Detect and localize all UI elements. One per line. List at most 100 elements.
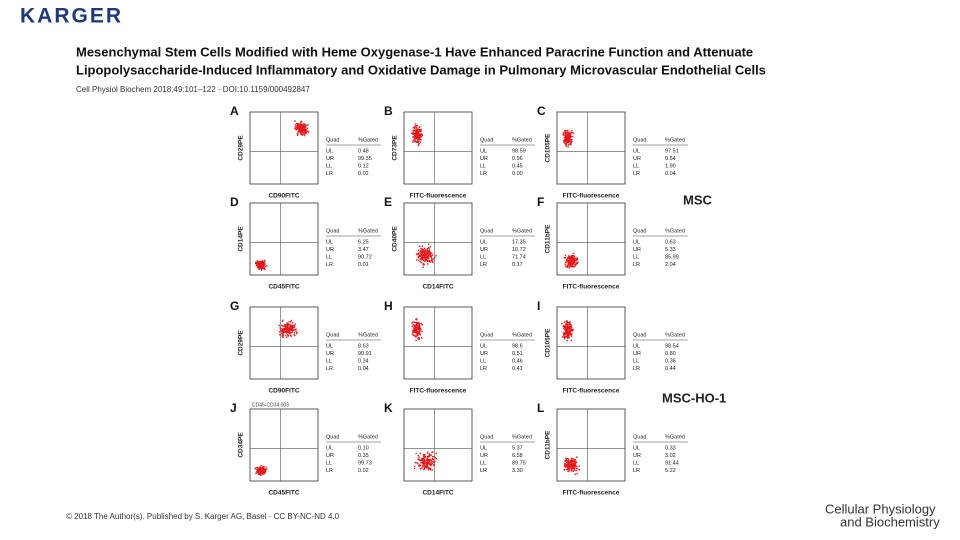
cell-dot [418, 140, 420, 142]
cell-dot [563, 140, 565, 142]
cell-dot [431, 463, 434, 465]
cell-dot [297, 130, 300, 132]
cell-dot [427, 243, 430, 246]
cell-dot [263, 473, 265, 475]
cell-dot [258, 263, 260, 266]
cell-dot [426, 464, 428, 466]
cell-dot [568, 465, 570, 467]
cell-dot [291, 326, 294, 329]
cell-dot [429, 463, 431, 465]
cell-dot [425, 463, 427, 465]
cell-dot [259, 267, 262, 270]
panel-letter: H [384, 299, 393, 313]
cell-dot [290, 332, 292, 334]
cell-dot [566, 259, 568, 261]
cell-dot [575, 257, 577, 259]
cell-dot [419, 327, 421, 330]
quad-value: 3.02 [665, 453, 676, 459]
cell-dot [571, 328, 573, 331]
cell-dot [570, 324, 573, 326]
cell-dot [417, 131, 420, 134]
cell-dot [422, 252, 425, 254]
cell-dot [305, 125, 307, 127]
cell-dot [568, 467, 570, 470]
cell-dot [564, 142, 566, 145]
cell-dot [430, 256, 433, 259]
quad-value: 85.99 [665, 254, 679, 260]
cell-dot [570, 265, 572, 267]
cell-dot [430, 464, 432, 466]
cell-dot [301, 127, 303, 129]
cell-dot [423, 249, 425, 252]
cell-dot [420, 252, 422, 255]
cell-dot [563, 257, 565, 259]
quad-value: 98.6 [512, 343, 523, 349]
cell-dot [415, 125, 417, 127]
cell-dot [430, 459, 432, 461]
plot-frame [249, 306, 319, 380]
cell-dot [422, 460, 424, 462]
cell-dot [285, 336, 288, 339]
cell-dot [572, 256, 575, 259]
quad-value: 0.17 [512, 262, 523, 268]
cell-dot [417, 321, 419, 324]
cell-dot [281, 333, 283, 335]
cell-dot [427, 469, 429, 471]
quad-value: 0.02 [358, 468, 369, 474]
cell-dot [424, 453, 426, 456]
cell-dot [571, 138, 573, 141]
cell-dot [290, 319, 293, 322]
cell-dot [288, 321, 290, 323]
cell-dot [419, 330, 421, 333]
quad-value: 0.02 [358, 171, 369, 177]
cell-dot [413, 140, 416, 143]
cell-dot [423, 458, 426, 461]
cell-dot [282, 330, 285, 332]
quad-name: UR [480, 247, 488, 253]
cell-dot [278, 324, 280, 327]
cell-dot [289, 325, 292, 327]
cell-dot [572, 464, 574, 467]
cell-dot [280, 330, 283, 332]
cell-dot [303, 134, 306, 137]
cell-dot [571, 264, 574, 267]
cell-dot [302, 125, 304, 127]
cell-dot [258, 268, 260, 271]
quad-header: %Gated [665, 137, 685, 143]
cell-dot [302, 132, 304, 134]
cell-dot [568, 322, 570, 324]
cell-dot [566, 138, 569, 140]
cell-dot [562, 333, 565, 335]
quad-value: 8.63 [358, 343, 369, 349]
cell-dot [564, 460, 566, 463]
cell-dot [295, 328, 297, 330]
cell-dot [256, 468, 259, 471]
x-axis-label: FITC-fluorescence [563, 284, 620, 291]
cell-dot [417, 337, 419, 340]
quad-name: LL [326, 254, 332, 260]
cell-dot [570, 260, 573, 263]
quad-name: UR [326, 247, 334, 253]
cell-dot [563, 141, 565, 143]
cell-dot [431, 451, 433, 454]
cell-dot [306, 124, 308, 127]
cell-dot [304, 132, 306, 134]
cell-dot [566, 320, 568, 322]
cell-dot [420, 467, 423, 469]
quad-value: 17.35 [512, 239, 526, 245]
cell-dot [290, 321, 292, 323]
cell-dot [572, 463, 575, 465]
cell-dot [434, 256, 436, 259]
cell-dot [307, 131, 310, 133]
cell-dot [410, 132, 413, 135]
cell-dot [416, 139, 419, 142]
cell-dot [568, 331, 570, 334]
cell-dot [286, 323, 288, 325]
cell-dot [417, 130, 419, 132]
cell-dot [562, 132, 564, 135]
cell-dot [423, 263, 425, 266]
cell-dot [418, 254, 420, 257]
cell-dot [422, 466, 424, 468]
cell-dot [301, 134, 304, 136]
cell-dot [428, 458, 430, 461]
